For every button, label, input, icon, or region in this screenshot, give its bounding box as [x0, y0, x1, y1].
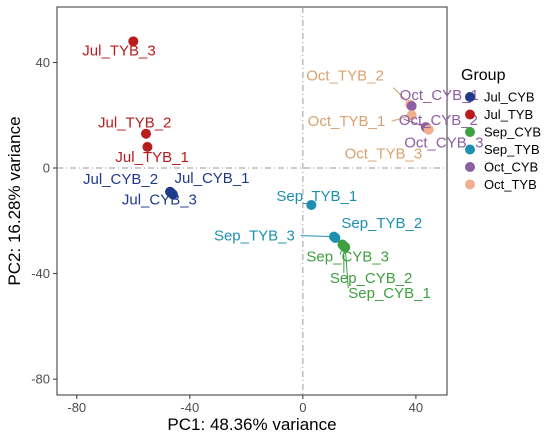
- legend-label-jul-tyb: Jul_TYB: [484, 107, 533, 122]
- point-label-oct-tyb-1: Oct_TYB_1: [308, 113, 386, 130]
- legend-label-sep-cyb: Sep_CYB: [484, 125, 541, 140]
- data-point-jul-tyb-2: [141, 128, 152, 139]
- legend-label-jul-cyb: Jul_CYB: [484, 90, 535, 105]
- y-axis-title: PC2: 16.28% variance: [5, 116, 24, 285]
- point-label-jul-cyb-3: Jul_CYB_3: [122, 191, 197, 208]
- data-point-sep-tyb-2: [330, 232, 341, 243]
- plot-panel: [56, 6, 448, 396]
- y-axis-ticks: -80 -40 0 40: [31, 55, 57, 387]
- legend: Group Jul_CYB Jul_TYB Sep_CYB Sep_TYB Oct_CY…: [461, 67, 541, 192]
- legend-key-oct-cyb: [465, 162, 475, 172]
- point-label-oct-cyb-3: Oct_CYB_3: [404, 134, 483, 151]
- point-labels: Jul_TYB_3 Jul_TYB_2 Jul_TYB_1 Jul_CYB_2 Jul_…: [82, 42, 483, 302]
- y-tick-label: 0: [43, 161, 50, 176]
- point-label-oct-tyb-2: Oct_TYB_2: [306, 68, 384, 85]
- point-label-jul-tyb-2: Jul_TYB_2: [98, 115, 171, 132]
- data-points: [128, 36, 434, 253]
- data-point-oct-tyb-1: [406, 110, 417, 121]
- point-label-sep-cyb-3: Sep_CYB_3: [306, 249, 389, 266]
- legend-key-oct-tyb: [465, 179, 475, 190]
- point-label-jul-cyb-1: Jul_CYB_1: [174, 170, 249, 187]
- data-point-oct-tyb-3: [423, 124, 434, 135]
- y-tick-label: -80: [31, 372, 50, 387]
- data-point-sep-cyb-1: [340, 242, 351, 253]
- point-label-jul-cyb-2: Jul_CYB_2: [83, 171, 158, 188]
- legend-label-oct-tyb: Oct_TYB: [484, 177, 537, 192]
- y-tick-label: -40: [31, 266, 50, 281]
- point-label-jul-tyb-1: Jul_TYB_1: [115, 149, 188, 166]
- data-point-jul-tyb-1: [142, 141, 153, 152]
- point-label-oct-cyb-1: Oct_CYB_1: [400, 87, 479, 104]
- legend-label-oct-cyb: Oct_CYB: [484, 160, 538, 175]
- label-leader-line: [344, 247, 349, 289]
- data-point-jul-cyb-3: [167, 189, 178, 200]
- legend-key-jul-cyb: [465, 92, 475, 102]
- x-tick-label: 0: [299, 400, 306, 415]
- point-label-sep-tyb-3: Sep_TYB_3: [214, 228, 295, 245]
- x-axis-ticks: -80 -40 0 40: [67, 395, 423, 415]
- x-tick-label: -40: [180, 400, 199, 415]
- legend-key-jul-tyb: [465, 109, 475, 120]
- data-point-jul-tyb-3: [128, 36, 139, 47]
- point-label-oct-tyb-3: Oct_TYB_3: [345, 146, 423, 163]
- data-point-oct-cyb-1: [406, 100, 417, 111]
- label-leader-line: [300, 235, 334, 238]
- x-tick-label: 40: [409, 400, 423, 415]
- point-label-sep-cyb-1: Sep_CYB_1: [348, 285, 431, 302]
- point-label-oct-cyb-2: Oct_CYB_2: [399, 112, 478, 129]
- legend-label-sep-tyb: Sep_TYB: [484, 142, 540, 157]
- x-axis-title: PC1: 48.36% variance: [167, 415, 336, 434]
- point-label-sep-cyb-2: Sep_CYB_2: [330, 270, 413, 287]
- point-label-sep-tyb-2: Sep_TYB_2: [341, 215, 422, 232]
- legend-key-sep-tyb: [465, 144, 475, 155]
- y-tick-label: 40: [36, 55, 50, 70]
- legend-key-sep-cyb: [465, 127, 475, 137]
- point-label-sep-tyb-1: Sep_TYB_1: [276, 188, 357, 205]
- legend-title: Group: [461, 67, 506, 84]
- point-label-jul-tyb-3: Jul_TYB_3: [82, 42, 155, 59]
- x-tick-label: -80: [67, 400, 86, 415]
- data-point-sep-tyb-1: [306, 199, 317, 210]
